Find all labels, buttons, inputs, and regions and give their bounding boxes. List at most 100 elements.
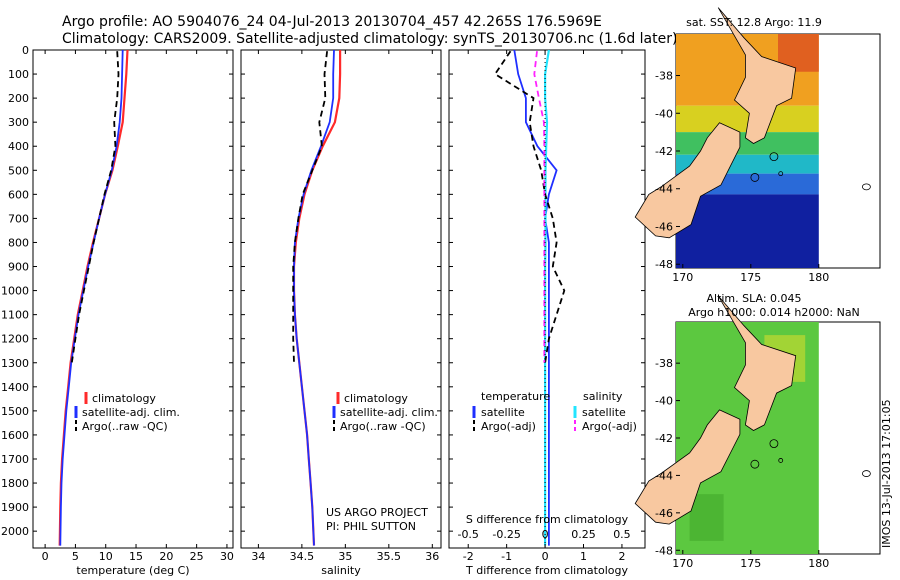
y-tick-label: 1600	[1, 429, 29, 442]
sla-patch	[689, 494, 724, 541]
temperature-panel-frame	[32, 49, 234, 549]
x-tick-label: -2	[463, 550, 474, 563]
legend-t-argo-label: Argo(-adj)	[481, 420, 536, 433]
map-x-tick-label: 180	[808, 271, 829, 284]
south-island	[634, 409, 741, 525]
legend-sat-label: satellite-adj. clim.	[340, 406, 438, 419]
y-tick-label: 0	[22, 44, 29, 57]
contour	[778, 171, 784, 177]
difference-xlabel-top: S difference from climatology	[466, 513, 629, 526]
map-x-tick-label: 180	[808, 557, 829, 570]
map-y-tick-label: -42	[655, 145, 673, 158]
series-line-t-argo-adj-	[493, 50, 566, 363]
map-x-tick-label: 175	[740, 271, 761, 284]
y-tick-label: 300	[8, 116, 29, 129]
x-tick-label: 35	[338, 550, 352, 563]
map-x-tick-label: 170	[672, 557, 693, 570]
legend-sat-label: satellite-adj. clim.	[82, 406, 180, 419]
north-island	[717, 7, 797, 144]
salinity-panel-frame	[240, 49, 442, 549]
map-y-tick-label: -44	[655, 183, 673, 196]
y-tick-label: 500	[8, 164, 29, 177]
legend-salinity-heading: salinity	[583, 390, 623, 403]
y-tick-label: 1100	[1, 309, 29, 322]
contour	[750, 173, 760, 182]
map-y-tick-label: -42	[655, 432, 673, 445]
series-line-argo-raw-qc-	[70, 51, 120, 363]
y-tick-label: 1300	[1, 357, 29, 370]
imos-timestamp: IMOS 13-Jul-2013 17:01:05	[880, 399, 893, 548]
series-line-satellite-adj-clim-	[293, 49, 335, 546]
y-tick-label: 100	[8, 68, 29, 81]
y-tick-label: 700	[8, 212, 29, 225]
x-tick-label: 30	[220, 550, 234, 563]
contour	[769, 152, 779, 162]
map-y-tick-label: -40	[655, 107, 673, 120]
x-tick-label: 36	[425, 550, 439, 563]
map-x-tick-label: 170	[672, 271, 693, 284]
map-x-tick-label: 175	[740, 557, 761, 570]
legend-clim-label: climatology	[344, 392, 408, 405]
project-label: US ARGO PROJECT	[326, 506, 428, 519]
map-y-tick-label: -48	[655, 258, 673, 271]
series-line-climatology	[58, 49, 129, 546]
x-tick-label: 20	[159, 550, 173, 563]
map-y-tick-label: -44	[655, 469, 673, 482]
y-tick-label: 1800	[1, 477, 29, 490]
y-tick-label: 1400	[1, 381, 29, 394]
temperature-xlabel: temperature (deg C)	[76, 564, 189, 577]
legend-clim-label: climatology	[92, 392, 156, 405]
map-y-tick-label: -38	[655, 357, 673, 370]
contour	[750, 459, 760, 469]
salinity-legend: climatology satellite-adj. clim. Argo(..…	[332, 392, 438, 433]
north-island	[717, 295, 797, 431]
salinity-xlabel: salinity	[321, 564, 361, 577]
figure-title-line1: Argo profile: AO 5904076_24 04-Jul-2013 …	[62, 14, 602, 30]
sst-map-title: sat. SST: 12.8 Argo: 11.9	[686, 16, 822, 29]
x-tick-label: -1	[501, 550, 512, 563]
y-tick-label: 2000	[1, 525, 29, 538]
series-line-t-satellite	[513, 49, 558, 546]
series-line-climatology	[292, 50, 342, 546]
legend-temperature-heading: temperature	[481, 390, 550, 403]
legend-s-sat-label: satellite	[582, 406, 626, 419]
pi-label: PI: PHIL SUTTON	[326, 520, 416, 533]
sla-map-title-2: Argo h1000: 0.014 h2000: NaN	[688, 306, 860, 319]
x-tick-label: 25	[190, 550, 204, 563]
map-y-tick-label: -48	[655, 544, 673, 557]
y-tick-label: 200	[8, 92, 29, 105]
legend-t-sat-label: satellite	[481, 406, 525, 419]
chatham-island	[862, 470, 871, 477]
difference-legend: temperature satellite Argo(-adj) salinit…	[472, 390, 637, 433]
temperature-legend: climatology satellite-adj. clim. Argo(..…	[74, 392, 180, 433]
s-tick-label: -0.5	[457, 528, 478, 541]
x-tick-label: 0	[542, 550, 549, 563]
x-tick-label: 35.5	[377, 550, 402, 563]
y-tick-label: 1700	[1, 453, 29, 466]
x-tick-label: 0	[42, 550, 49, 563]
x-tick-label: 34.5	[290, 550, 315, 563]
x-tick-label: 15	[129, 550, 143, 563]
series-line-satellite-adj-clim-	[59, 49, 124, 546]
y-tick-label: 1500	[1, 405, 29, 418]
sst-band	[676, 194, 819, 268]
y-tick-label: 800	[8, 236, 29, 249]
y-tick-label: 1900	[1, 501, 29, 514]
y-tick-label: 900	[8, 261, 29, 274]
y-tick-label: 600	[8, 188, 29, 201]
figure-title-line2: Climatology: CARS2009. Satellite-adjuste…	[62, 31, 678, 47]
x-tick-label: 5	[72, 550, 79, 563]
legend-argo-label: Argo(..raw -QC)	[340, 420, 426, 433]
map-y-tick-label: -46	[655, 220, 673, 233]
sla-map: 170 175 180 -38 -40 -42 -44 -46 -48	[634, 295, 881, 570]
y-tick-label: 1200	[1, 333, 29, 346]
s-tick-label: -0.25	[492, 528, 520, 541]
x-tick-label: 10	[99, 550, 113, 563]
map-y-tick-label: -46	[655, 507, 673, 520]
y-tick-label: 1000	[1, 285, 29, 298]
series-line-s-argo-adj-	[533, 51, 546, 363]
s-tick-label: 0.5	[613, 528, 631, 541]
map-y-tick-label: -38	[655, 70, 673, 83]
sst-map: 170 175 180 -38 -40 -42 -44 -46 -48	[634, 7, 881, 284]
